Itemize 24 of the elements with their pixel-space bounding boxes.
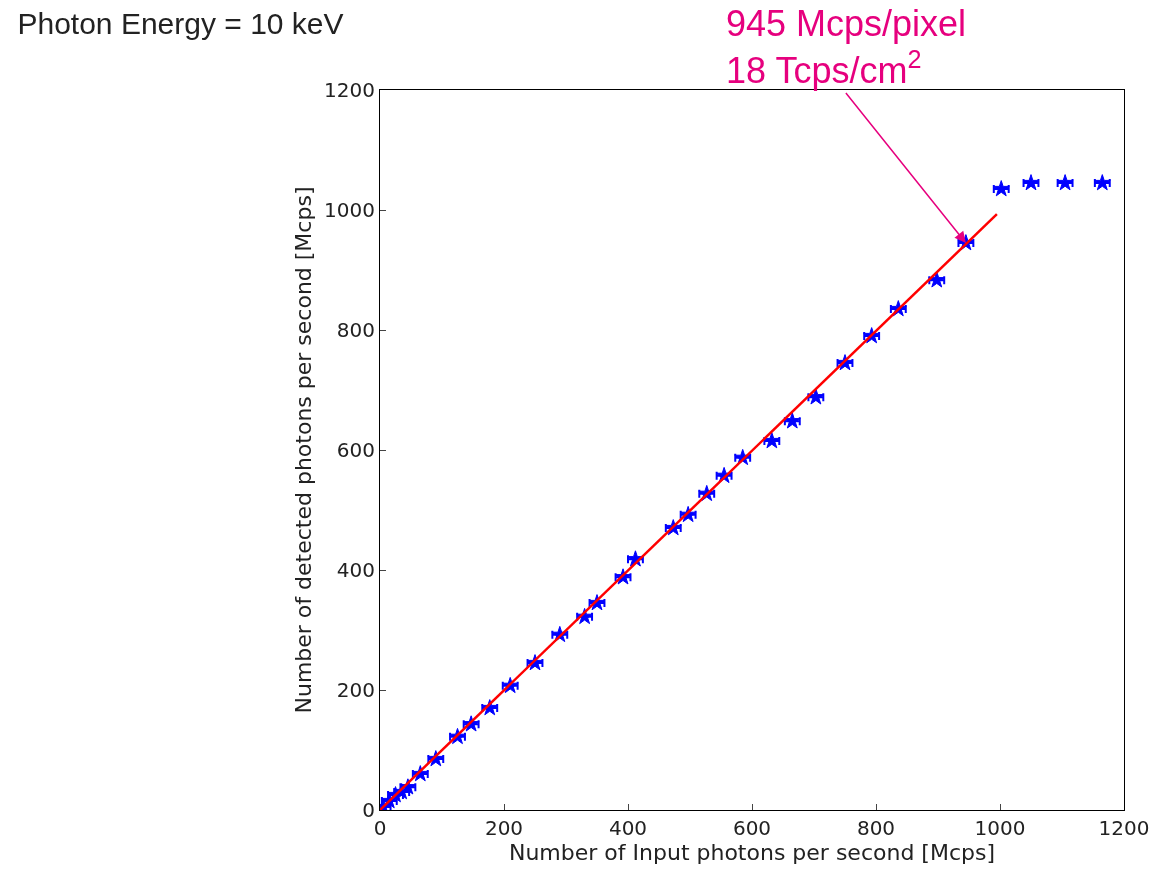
y-tick-label: 1000 <box>323 198 375 222</box>
point <box>992 180 1010 197</box>
x-tick-label: 600 <box>732 816 772 841</box>
y-tick-label: 600 <box>336 438 375 462</box>
point <box>1022 174 1040 191</box>
point <box>763 432 781 449</box>
x-axis-title: Number of Input photons per second [Mcps] <box>508 840 996 866</box>
point <box>1093 174 1111 191</box>
y-axis-title: Number of detected photons per second [Mcps] <box>290 186 316 714</box>
x-tick-label: 1200 <box>1098 816 1150 841</box>
x-tick-label: 400 <box>608 816 648 841</box>
y-tick-label: 0 <box>362 798 375 822</box>
chart-title: Photon Energy = 10 keV <box>17 7 344 41</box>
y-tick-label: 200 <box>336 678 375 702</box>
point <box>1056 174 1074 191</box>
x-tick-label: 1000 <box>974 816 1026 841</box>
y-tick-label: 1200 <box>323 78 375 102</box>
y-tick-label: 800 <box>336 318 375 342</box>
annotation: 945 Mcps/pixel 18 Tcps/cm$^{2}$ <box>726 3 967 91</box>
y-tick-label: 400 <box>336 558 375 582</box>
x-tick-label: 800 <box>856 816 896 841</box>
point <box>807 388 825 405</box>
x-tick-label: 200 <box>484 816 524 841</box>
point <box>928 271 946 288</box>
